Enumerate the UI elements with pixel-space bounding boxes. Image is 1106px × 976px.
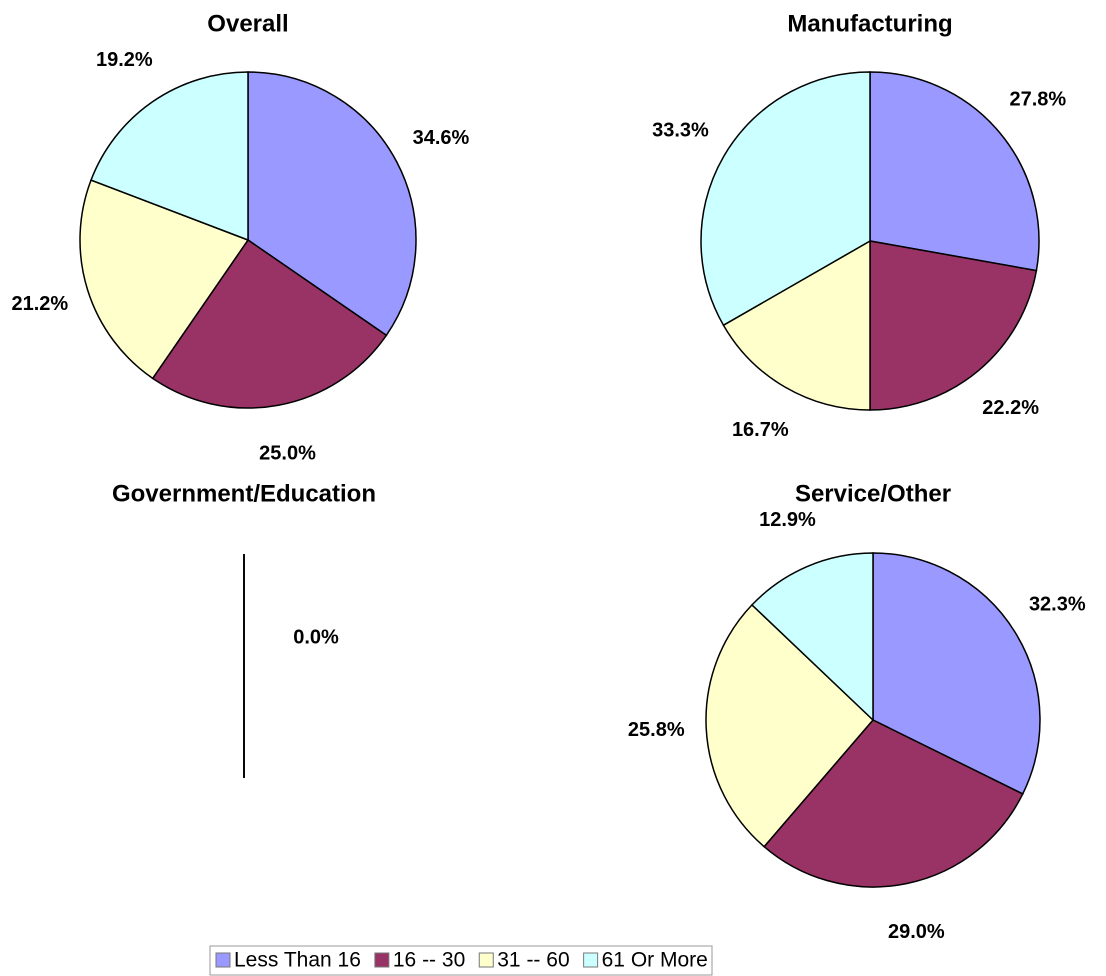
legend-label: 31 -- 60	[497, 949, 569, 972]
legend-label: Less Than 16	[234, 949, 361, 972]
pie-slice	[722, 239, 871, 411]
legend-box	[209, 945, 713, 976]
pie-slice	[700, 71, 871, 327]
chart-title: Overall	[207, 10, 288, 37]
pie-slice	[869, 240, 1038, 411]
pie-slice	[90, 71, 249, 242]
chart-title: Manufacturing	[787, 10, 952, 37]
pie-slice	[79, 179, 250, 380]
legend-swatch	[374, 952, 390, 968]
legend-swatch	[215, 952, 231, 968]
data-label: 32.3%	[1029, 594, 1086, 616]
legend-label: 16 -- 30	[393, 949, 465, 972]
data-label: 19.2%	[96, 49, 153, 71]
pie-slice	[705, 603, 875, 848]
data-label: 34.6%	[413, 127, 470, 149]
legend-swatch	[583, 952, 599, 968]
legend-swatch	[478, 952, 494, 968]
data-label: 27.8%	[1010, 89, 1067, 111]
data-label: 33.3%	[652, 120, 709, 142]
data-label: 25.0%	[259, 443, 316, 465]
pie-slice	[763, 719, 1024, 888]
data-label: 29.0%	[888, 921, 945, 943]
data-label: 25.8%	[628, 719, 685, 741]
chart-title: Government/Education	[112, 480, 376, 507]
pie-slice	[872, 552, 1041, 795]
pie-slice	[151, 238, 388, 409]
data-label: 0.0%	[293, 626, 339, 648]
pie-slice	[750, 552, 874, 722]
pie-slice	[869, 71, 1040, 272]
chart-title: Service/Other	[795, 480, 951, 507]
legend-label: 61 Or More	[602, 949, 708, 972]
data-label: 12.9%	[759, 509, 816, 531]
data-label: 22.2%	[982, 397, 1039, 419]
data-label: 21.2%	[11, 293, 68, 315]
pie-slice	[247, 71, 417, 337]
data-label: 16.7%	[732, 419, 789, 441]
